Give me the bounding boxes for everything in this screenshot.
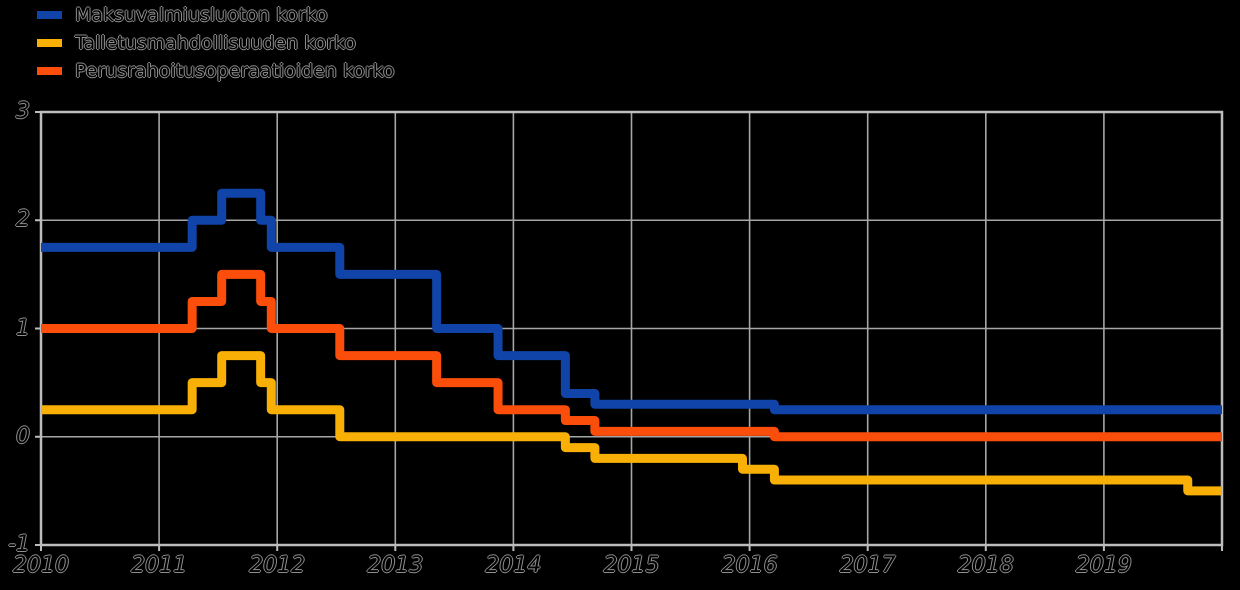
legend-item: Perusrahoitusoperaatioiden korko [37,57,395,85]
legend-item: Maksuvalmiusluoton korko [37,1,395,29]
x-tick-label: 2018 [957,553,1014,578]
x-tick-label: 2016 [721,553,778,578]
x-tick-label: 2017 [839,553,896,578]
legend-swatch-yellow-icon [37,39,62,47]
legend-label: Maksuvalmiusluoton korko [75,4,328,26]
legend-label: Talletusmahdollisuuden korko [75,32,356,54]
x-tick-label: 2013 [367,553,424,578]
x-tick-label: 2010 [13,553,69,578]
y-tick-label: 0 [16,423,30,449]
legend-swatch-orange-icon [37,67,62,75]
series-line-1 [41,351,1222,496]
legend-item: Talletusmahdollisuuden korko [37,29,395,57]
legend: Maksuvalmiusluoton korko Talletusmahdoll… [37,1,395,85]
series-line-0 [41,188,1222,415]
x-tick-label: 2012 [249,553,306,578]
legend-label: Perusrahoitusoperaatioiden korko [75,60,395,82]
y-tick-label: 1 [16,315,30,341]
x-tick-label: 2019 [1075,553,1132,578]
y-tick-label: 2 [16,207,30,233]
y-tick-label: 3 [16,99,30,124]
x-tick-label: 2014 [485,553,542,578]
x-tick-label: 2015 [603,553,660,578]
legend-swatch-blue-icon [37,11,62,19]
x-tick-label: 2011 [131,553,188,578]
series-line-2 [41,269,1222,442]
y-tick-label: -1 [8,532,30,557]
